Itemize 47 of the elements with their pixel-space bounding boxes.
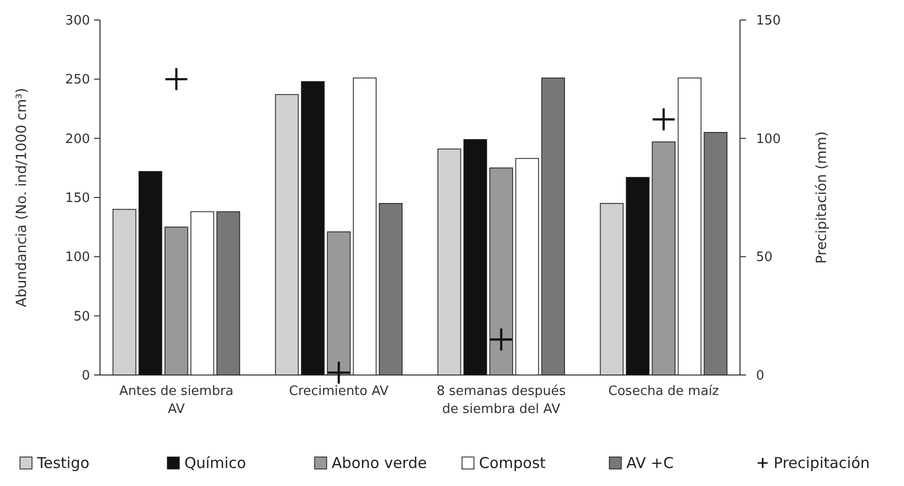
y-tick-label: 200 <box>65 132 90 147</box>
y-tick-label: 50 <box>73 309 90 324</box>
point <box>490 328 512 350</box>
bar <box>138 171 162 376</box>
bar <box>190 211 214 376</box>
bar <box>626 176 650 376</box>
point <box>328 362 350 384</box>
x-tick-label: Antes de siembra AV <box>119 384 234 417</box>
legend-label: Testigo <box>36 454 90 472</box>
bar <box>378 203 403 376</box>
x-tick-label: Cosecha de maíz <box>608 384 720 399</box>
y-tick-label: 300 <box>65 14 90 29</box>
y-tick-label: 0 <box>82 368 90 384</box>
legend-label: Abono verde <box>332 454 427 472</box>
bar <box>489 168 514 376</box>
y2-tick-label: 0 <box>756 368 764 384</box>
y-tick-label: 100 <box>65 250 90 266</box>
legend-label: Precipitación <box>774 454 870 472</box>
legend-label: AV +C <box>626 454 674 472</box>
x-tick-label: Crecimiento AV <box>289 384 389 399</box>
bar <box>300 81 325 376</box>
y-tick-label: 250 <box>65 72 90 88</box>
x-tick-label: 8 semanas después de siembra del AV <box>436 384 566 417</box>
point <box>652 108 675 130</box>
bar <box>352 78 377 376</box>
bar <box>216 211 240 376</box>
bar <box>326 231 351 376</box>
bar <box>600 203 624 376</box>
y-axis-title: Abundancia (No. ind/1000 cm³) <box>14 88 30 308</box>
bar <box>463 139 488 376</box>
y-tick-label: 150 <box>65 191 90 206</box>
bar <box>515 158 540 376</box>
bar <box>112 208 136 376</box>
y2-tick-label: 100 <box>756 132 781 147</box>
bar <box>275 94 299 376</box>
legend-label: Químico <box>184 454 246 472</box>
bar <box>541 78 565 376</box>
bar <box>164 226 188 376</box>
bar <box>652 141 676 376</box>
bar <box>678 78 702 376</box>
legend-label: Compost <box>479 454 546 472</box>
point <box>165 68 188 90</box>
y2-tick-label: 150 <box>756 14 781 29</box>
y2-tick-label: 50 <box>756 250 773 266</box>
bar <box>704 132 728 376</box>
bar <box>437 148 462 376</box>
y2-axis-title: Precipitación (mm) <box>814 131 830 264</box>
